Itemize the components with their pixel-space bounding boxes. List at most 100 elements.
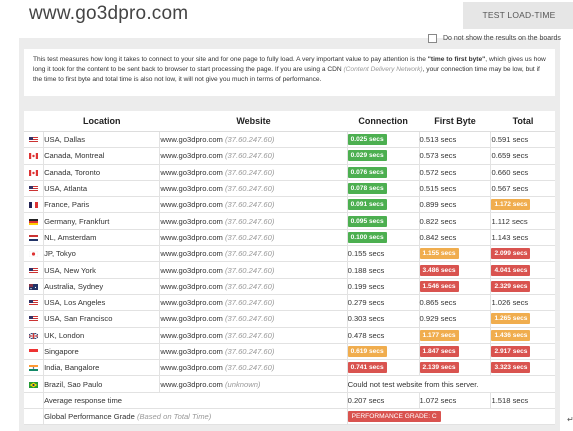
first-byte-cell-value: 1.546 secs [419,280,459,292]
website-cell: www.go3dpro.com (37.60.247.60) [159,261,348,279]
nl-flag-icon [29,233,39,242]
domain-input[interactable]: www.go3dpro.com [29,3,189,24]
connection-cell-value: 0.279 secs [347,298,385,308]
hide-results-label: Do not show the results on the boards [443,34,561,42]
website-cell: www.go3dpro.com (37.60.247.60) [159,164,348,181]
website-name: www.go3dpro.com [160,200,223,210]
website-name: www.go3dpro.com [160,379,223,389]
connection-cell-value: 0.078 secs [347,183,387,195]
location-cell: NL, Amsterdam [43,229,160,247]
performance-grade-badge: PERFORMANCE GRADE: C [347,411,441,423]
first-byte-cell-value: 0.865 secs [419,298,457,308]
website-name: www.go3dpro.com [160,216,223,226]
table-row: USA, San Francisco www.go3dpro.com (37.60… [24,310,555,328]
header-location: Location [43,111,160,132]
connection-cell-value: 0.303 secs [347,314,385,324]
first-byte-cell-value: 3.486 secs [419,264,459,276]
first-byte-cell-value: 0.822 secs [419,216,457,226]
first-byte-cell: 0.842 secs [418,229,491,247]
total-cell: 0.567 secs [490,180,555,198]
in-flag-icon [29,363,39,372]
first-byte-cell-value: 0.572 secs [419,167,457,177]
website-name: www.go3dpro.com [160,347,223,356]
first-byte-cell-value: 1.177 secs [419,329,459,341]
location-cell: Canada, Toronto [43,164,160,181]
info-text-2: , which gives us how long it took for th… [33,56,546,73]
us-flag-icon [29,184,39,193]
total-cell: 2.099 secs [490,245,555,263]
table-row: USA, New York www.go3dpro.com (37.60.247.… [24,261,555,279]
connection-cell: 0.025 secs [346,131,420,149]
first-byte-cell: 0.899 secs [418,196,491,214]
header-website: Website [159,111,348,132]
website-ip: (37.60.247.60) [225,232,275,242]
header-total: Total [490,111,555,132]
website-ip: (37.60.247.60) [225,347,275,356]
total-cell-value: 0.591 secs [491,135,529,145]
table-row: NL, Amsterdam www.go3dpro.com (37.60.247.… [24,229,555,247]
average-label: Average response time [43,392,348,410]
sg-flag-icon [29,347,39,356]
location-cell: USA, San Francisco [43,310,160,328]
table-row: USA, Atlanta www.go3dpro.com (37.60.247.6… [24,180,555,198]
connection-cell-value: 0.741 secs [347,362,387,374]
connection-cell: 0.091 secs [346,196,420,214]
connection-cell: 0.029 secs [346,147,420,165]
location-cell: Germany, Frankfurt [43,212,160,230]
connection-cell: 0.076 secs [346,164,420,181]
us-flag-icon [29,298,39,307]
fr-flag-icon [29,200,39,209]
location-cell: Australia, Sydney [43,278,160,295]
website-ip: (37.60.247.60) [225,330,275,340]
flag-cell [24,180,44,198]
website-name: www.go3dpro.com [160,151,223,161]
test-load-time-button[interactable]: TEST LOAD-TIME [463,2,573,29]
first-byte-cell: 1.847 secs [418,343,491,361]
total-cell: 1.112 secs [490,212,555,230]
flag-cell [24,278,44,295]
flag-cell [24,196,44,214]
hide-results-checkbox[interactable] [428,33,437,43]
average-row: Average response time 0.207 secs 1.072 sec… [24,392,555,410]
total-cell-value: 1.265 secs [491,313,531,325]
table-row: France, Paris www.go3dpro.com (37.60.247.… [24,196,555,214]
first-byte-cell: 1.177 secs [418,327,491,344]
location-cell: Brazil, Sao Paulo [43,375,160,393]
info-cdn-note: (Content Delivery Network) [343,66,423,73]
website-cell: www.go3dpro.com (37.60.247.60) [159,278,348,295]
website-ip: (37.60.247.60) [225,167,275,177]
flag-cell [24,147,44,165]
location-cell: France, Paris [43,196,160,214]
first-byte-cell: 0.865 secs [418,294,491,312]
total-cell: 0.659 secs [490,147,555,165]
jp-flag-icon [29,249,39,258]
location-cell: USA, Los Angeles [43,294,160,312]
first-byte-cell-value: 0.929 secs [419,314,457,324]
first-byte-cell-value: 1.847 secs [419,346,459,357]
connection-cell: 0.478 secs [346,327,420,344]
website-cell: www.go3dpro.com (unknown) [159,375,348,393]
connection-cell: 0.155 secs [346,245,420,263]
table-row: USA, Dallas www.go3dpro.com (37.60.247.60… [24,131,555,149]
table-row: Singapore www.go3dpro.com (37.60.247.60) 0… [24,343,555,361]
connection-cell-value: 0.025 secs [347,134,387,146]
website-name: www.go3dpro.com [160,363,223,373]
table-row: JP, Tokyo www.go3dpro.com (37.60.247.60) 0… [24,245,555,263]
test-failed-message: Could not test website from this server. [346,375,555,393]
connection-cell-value: 0.100 secs [347,231,387,243]
connection-cell: 0.199 secs [346,278,420,295]
location-cell: Canada, Montreal [43,147,160,165]
website-name: www.go3dpro.com [160,281,223,291]
website-cell: www.go3dpro.com (37.60.247.60) [159,327,348,344]
first-byte-cell: 0.573 secs [418,147,491,165]
total-cell: 0.660 secs [490,164,555,181]
total-cell-value: 1.436 secs [491,329,531,341]
average-total-value: 1.518 secs [491,395,529,405]
website-ip: (37.60.247.60) [225,314,275,324]
first-byte-cell: 0.822 secs [418,212,491,230]
hide-results-option[interactable]: Do not show the results on the boards [428,33,561,43]
website-name: www.go3dpro.com [160,135,223,145]
table-header-row: Location Website Connection First Byte T… [24,111,555,132]
website-ip: (37.60.247.60) [225,265,275,275]
